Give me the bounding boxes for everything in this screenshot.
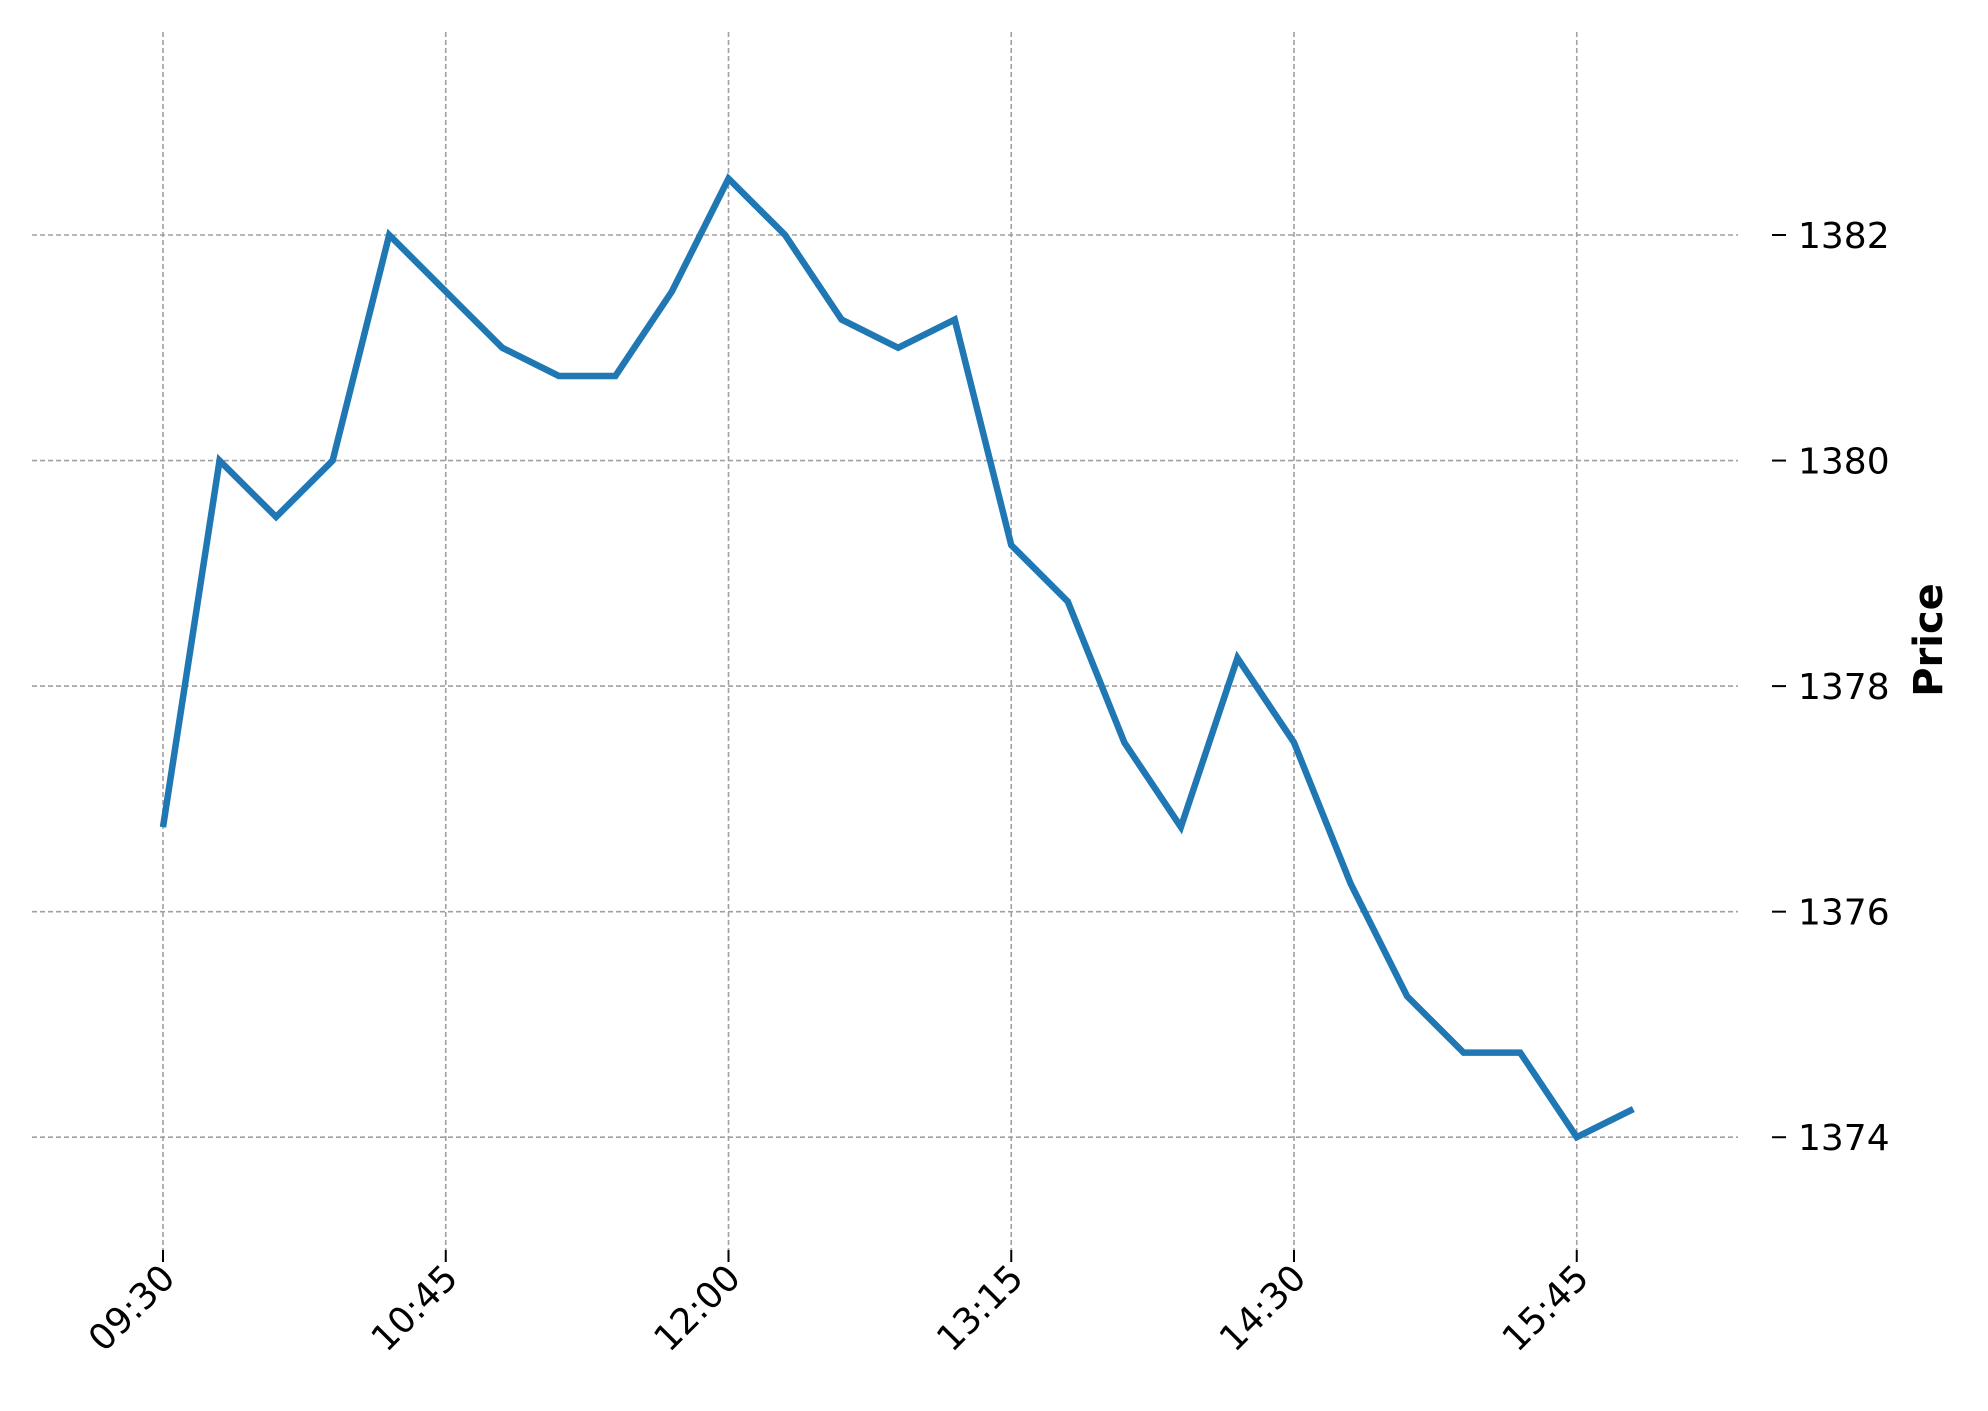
x-axis: 09:30 10:45 12:00 13:15 14:30 15:45 — [81, 1250, 1597, 1360]
series-layer — [159, 173, 1635, 1142]
y-tick-label: 1378 — [1798, 667, 1890, 708]
x-gridlines — [162, 32, 1578, 1250]
x-tick-label: 10:45 — [364, 1257, 466, 1359]
x-tick-label: 12:00 — [647, 1257, 749, 1359]
x-tick-label: 09:30 — [81, 1257, 183, 1359]
y-axis-title: Price — [1906, 583, 1952, 697]
y-tick-label: 1374 — [1798, 1118, 1890, 1159]
y-tick-label: 1382 — [1798, 216, 1890, 257]
y-tick-label: 1376 — [1798, 893, 1890, 934]
x-tick-label: 14:30 — [1212, 1257, 1314, 1359]
price-series-line — [159, 173, 1635, 1142]
x-tick-label: 15:45 — [1495, 1257, 1597, 1359]
y-axis: 1374 1376 1378 1380 1382 — [1772, 216, 1890, 1159]
y-tick-label: 1380 — [1798, 442, 1890, 483]
x-tick-label: 13:15 — [929, 1257, 1031, 1359]
y-gridlines — [32, 234, 1738, 1139]
